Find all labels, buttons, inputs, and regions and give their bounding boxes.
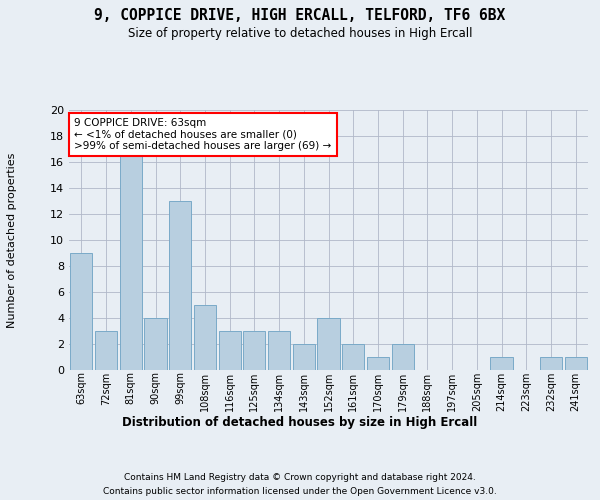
Bar [145,318,167,370]
Bar [367,357,389,370]
Bar [243,331,265,370]
Bar [565,357,587,370]
Bar [317,318,340,370]
Bar [268,331,290,370]
Bar [218,331,241,370]
Y-axis label: Number of detached properties: Number of detached properties [7,152,17,328]
Bar [342,344,364,370]
Bar [194,305,216,370]
Text: Contains public sector information licensed under the Open Government Licence v3: Contains public sector information licen… [103,488,497,496]
Bar [119,149,142,370]
Text: Size of property relative to detached houses in High Ercall: Size of property relative to detached ho… [128,28,472,40]
Bar [540,357,562,370]
Text: 9 COPPICE DRIVE: 63sqm
← <1% of detached houses are smaller (0)
>99% of semi-det: 9 COPPICE DRIVE: 63sqm ← <1% of detached… [74,118,331,151]
Bar [490,357,512,370]
Text: Contains HM Land Registry data © Crown copyright and database right 2024.: Contains HM Land Registry data © Crown c… [124,472,476,482]
Bar [95,331,117,370]
Bar [392,344,414,370]
Bar [70,253,92,370]
Text: Distribution of detached houses by size in High Ercall: Distribution of detached houses by size … [122,416,478,429]
Text: 9, COPPICE DRIVE, HIGH ERCALL, TELFORD, TF6 6BX: 9, COPPICE DRIVE, HIGH ERCALL, TELFORD, … [94,8,506,22]
Bar [169,201,191,370]
Bar [293,344,315,370]
